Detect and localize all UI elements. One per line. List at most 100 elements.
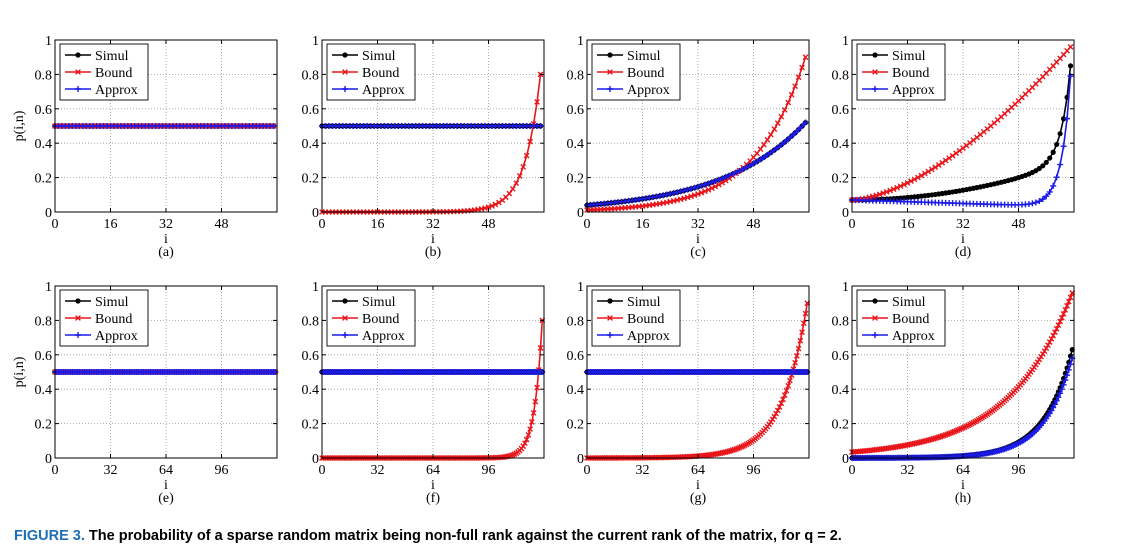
x-tick-label: 64 (956, 463, 970, 478)
marker-bound (522, 440, 528, 447)
legend-marker (872, 69, 878, 75)
legend-item-simul: Simul (332, 295, 396, 310)
marker-approx (785, 136, 792, 143)
y-axis-label: p(i,n) (12, 356, 27, 387)
x-tick-label: 48 (747, 217, 761, 232)
marker-bound (911, 176, 918, 183)
y-tick-label: 0 (842, 452, 849, 467)
marker-approx (1032, 199, 1039, 206)
marker-approx (792, 129, 799, 136)
panel-label: (d) (955, 245, 972, 260)
figure: 00.20.40.60.810 16 32 48i(a)p(i,n)SimulBoun… (12, 34, 1076, 506)
marker-approx (722, 174, 729, 181)
marker-approx (757, 156, 764, 163)
marker-bound (1058, 314, 1065, 321)
y-tick-label: 0 (577, 206, 584, 221)
marker-simul (1067, 63, 1074, 69)
legend-item-approx: Approx (65, 83, 138, 98)
marker-bound (935, 162, 942, 168)
legend-marker (607, 52, 613, 58)
x-tick-label: 32 (426, 217, 440, 232)
panel-b: 0 0.2 0.4 0.6 0.8 1 0 16 32 48 i(b) Simul Bound Appro… (302, 34, 545, 260)
panel-d: 0 0.2 0.4 0.6 0.8 1 0 16 32 48 i(d) Simul Bound Appro… (832, 34, 1075, 260)
marker-bound (708, 185, 715, 192)
y-tick-label: 0.6 (302, 349, 320, 364)
marker-bound (705, 186, 712, 193)
y-tick-label: 0.8 (567, 314, 585, 329)
marker-approx (719, 175, 726, 182)
marker-approx (1048, 407, 1055, 414)
marker-bound (513, 180, 520, 187)
x-tick-label: 64 (426, 463, 440, 478)
y-tick-label: 0.6 (567, 103, 585, 118)
marker-bound (776, 404, 783, 410)
y-tick-label: 1 (45, 280, 52, 295)
legend-marker (75, 86, 81, 92)
y-tick-label: 0 (45, 452, 52, 467)
marker-bound (496, 199, 502, 206)
marker-bound (925, 168, 932, 175)
marker-bound (793, 352, 800, 359)
marker-bound (904, 179, 911, 186)
marker-approx (684, 186, 691, 193)
legend-item-simul: Simul (862, 295, 926, 310)
legend-item-simul: Simul (65, 295, 129, 310)
marker-approx (788, 133, 795, 140)
marker-approx (708, 179, 715, 186)
marker-bound (769, 416, 776, 423)
series-approx (52, 369, 279, 375)
marker-bound (712, 183, 719, 190)
marker-approx (747, 162, 754, 169)
marker-bound (780, 396, 786, 403)
marker-bound (932, 164, 939, 171)
series-bound (584, 54, 809, 213)
marker-bound (771, 413, 778, 420)
legend-marker (342, 69, 348, 75)
marker-bound (534, 99, 540, 105)
y-tick-label: 0.4 (35, 383, 53, 398)
marker-bound (528, 419, 535, 425)
legend-item-approx: Approx (597, 83, 670, 98)
x-tick-label: 0 (584, 463, 591, 478)
marker-approx (795, 126, 802, 133)
marker-bound (525, 432, 532, 438)
legend: Simul Bound Approx (856, 43, 946, 101)
x-tick-label: 0 (849, 217, 856, 232)
panel-f: 0 0.2 0.4 0.6 0.8 1 0 32 64 96 i(f) Simul Bound Appro… (302, 280, 546, 506)
marker-approx (743, 164, 750, 171)
marker-bound (1050, 332, 1057, 339)
marker-approx (1064, 115, 1071, 122)
legend-marker (342, 52, 348, 58)
x-tick-label: 16 (104, 217, 118, 232)
legend-label: Bound (627, 312, 664, 327)
legend-marker (342, 86, 348, 92)
marker-bound (527, 138, 534, 145)
y-tick-label: 1 (842, 280, 849, 295)
marker-approx (1043, 193, 1050, 200)
legend-item-simul: Simul (332, 49, 396, 64)
marker-bound (523, 436, 530, 443)
legend-label: Approx (892, 329, 935, 344)
legend-marker (872, 298, 878, 304)
marker-approx (698, 182, 705, 189)
series-approx (849, 355, 1076, 461)
marker-bound (1067, 43, 1074, 50)
marker-approx (1053, 397, 1060, 404)
marker-bound (800, 320, 807, 327)
legend-marker (607, 315, 613, 321)
legend-label: Simul (627, 49, 661, 64)
marker-bound (771, 126, 778, 132)
marker-bound (915, 174, 921, 181)
marker-approx (1057, 390, 1064, 397)
legend-label: Bound (892, 66, 929, 81)
marker-bound (887, 187, 894, 194)
marker-bound (767, 131, 774, 138)
marker-approx (1067, 361, 1074, 368)
marker-bound (530, 410, 537, 416)
legend-label: Simul (892, 49, 926, 64)
panel-e: 0 0.2 0.4 0.6 0.8 1 0 32 64 96 i(e) p(i,n) Simul Boun… (12, 280, 279, 506)
y-tick-label: 0.2 (832, 418, 850, 433)
y-tick-label: 0 (312, 452, 319, 467)
marker-approx (1051, 401, 1058, 408)
marker-bound (537, 345, 544, 351)
